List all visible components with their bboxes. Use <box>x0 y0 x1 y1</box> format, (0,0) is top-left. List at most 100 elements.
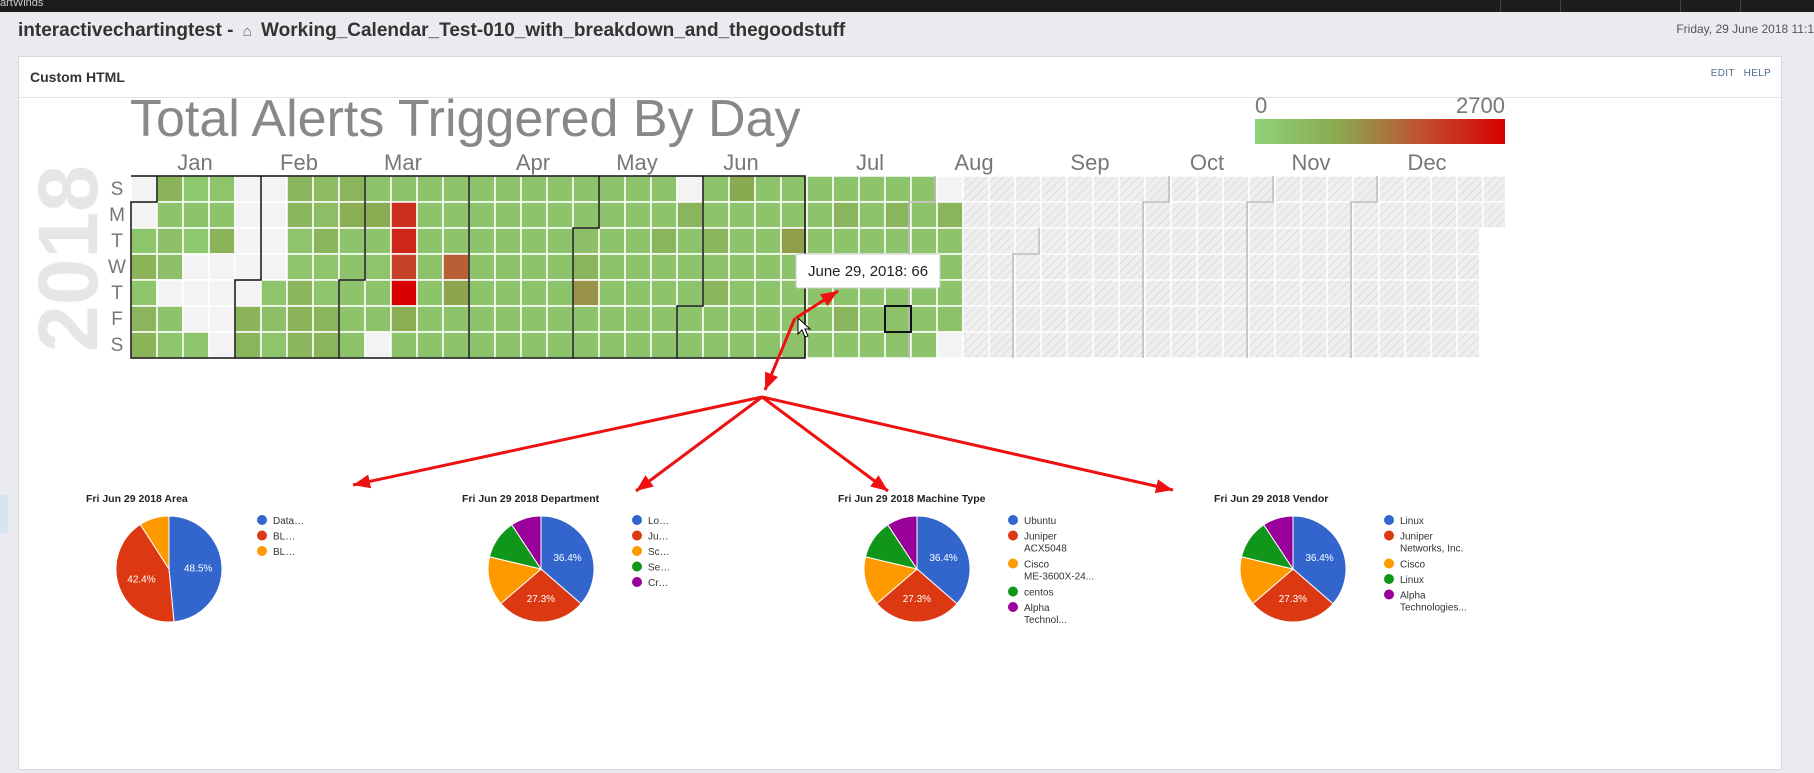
calendar-day-cell <box>936 175 964 203</box>
calendar-day-cell <box>338 175 366 203</box>
calendar-day-cell <box>520 253 548 281</box>
annotation-arrowhead <box>765 371 778 390</box>
calendar-day-cell <box>832 305 860 333</box>
calendar-day-cell <box>390 201 418 229</box>
calendar-day-cell <box>598 279 626 307</box>
calendar-day-cell <box>416 253 444 281</box>
calendar-day-cell <box>312 201 340 229</box>
legend-max-label: 2700 <box>1456 93 1505 118</box>
calendar-day-cell <box>234 253 262 281</box>
calendar-day-cell <box>676 175 704 203</box>
pie-legend-label: Cisco ME-3600X-24... <box>1024 560 1094 583</box>
calendar-day-cell <box>234 279 262 307</box>
calendar-day-cell <box>364 279 392 307</box>
pie-legend-swatch <box>257 546 267 556</box>
pie-slice-label: 36.4% <box>1305 553 1333 564</box>
future-month-boundary <box>1246 176 1274 358</box>
calendar-day-cell <box>858 227 886 255</box>
calendar-day-cell <box>312 253 340 281</box>
pie-legend-swatch <box>1008 515 1018 525</box>
pie-slice <box>863 556 919 605</box>
calendar-day-cell <box>598 305 626 333</box>
custom-html-panel: Custom HTML EDIT HELP <box>18 56 1782 770</box>
calendar-day-cell <box>728 201 756 229</box>
calendar-day-cell <box>234 331 262 359</box>
pie-legend-label: Alpha Technol... <box>1024 603 1067 626</box>
calendar-day-cell <box>884 175 912 203</box>
calendar-day-cell <box>806 227 834 255</box>
month-boundary <box>130 175 262 359</box>
month-label: Jul <box>856 150 884 175</box>
calendar-day-cell <box>442 305 470 333</box>
calendar-day-cell <box>494 227 522 255</box>
app-name[interactable]: interactivechartingtest - <box>18 20 234 41</box>
calendar-day-cell <box>156 201 184 229</box>
calendar-day-cell <box>130 331 158 359</box>
calendar-day-cell <box>754 253 782 281</box>
pie-legend-label: Data… <box>273 516 304 527</box>
pie-title: Fri Jun 29 2018 Department <box>462 493 600 505</box>
calendar-day-cell <box>884 331 912 359</box>
calendar-day-cell <box>676 331 704 359</box>
calendar-day-cell <box>650 201 678 229</box>
calendar-day-cell <box>702 227 730 255</box>
calendar-day-cell <box>520 201 548 229</box>
calendar-day-cell <box>884 305 912 333</box>
month-boundary <box>469 175 600 359</box>
calendar-day-cell <box>182 305 210 333</box>
home-icon[interactable]: ⌂ <box>242 23 252 40</box>
calendar-day-cell <box>598 201 626 229</box>
pie-legend-label: Sc… <box>648 547 670 558</box>
year-label: 2018 <box>21 165 115 352</box>
calendar-day-cell <box>156 279 184 307</box>
pie-legend-label: Ubuntu <box>1024 516 1056 527</box>
calendar-day-cell <box>832 331 860 359</box>
edit-link[interactable]: EDIT <box>1710 68 1735 79</box>
calendar-day-cell <box>780 227 808 255</box>
left-edge-tab[interactable] <box>0 495 8 533</box>
calendar-day-cell <box>390 305 418 333</box>
calendar-day-cell <box>936 201 964 229</box>
pie-legend-label: Linux <box>1400 516 1424 527</box>
calendar-day-cell <box>910 331 938 359</box>
calendar-day-cell <box>858 305 886 333</box>
calendar-day-cell <box>260 331 288 359</box>
calendar-day-cell <box>520 279 548 307</box>
pie-slice <box>168 515 223 623</box>
calendar-day-cell <box>442 201 470 229</box>
pie-legend-label: Cr… <box>648 578 669 589</box>
calendar-day-cell <box>598 227 626 255</box>
month-boundary <box>573 175 704 359</box>
calendar-day-cell <box>260 253 288 281</box>
calendar-day-cell <box>390 175 418 203</box>
calendar-day-cell <box>468 227 496 255</box>
pie-slice <box>1263 515 1294 571</box>
calendar-day-cell <box>234 305 262 333</box>
calendar-day-cell <box>572 305 600 333</box>
future-month-boundary <box>1012 228 1040 358</box>
calendar-day-cell <box>910 305 938 333</box>
calendar-day-cell <box>156 175 184 203</box>
calendar-title: Total Alerts Triggered By Day <box>130 90 801 148</box>
calendar-day-cell <box>182 279 210 307</box>
calendar-day-cell <box>494 279 522 307</box>
calendar-day-cell <box>338 331 366 359</box>
calendar-day-cell <box>702 175 730 203</box>
calendar-day-cell <box>260 305 288 333</box>
weekday-label: W <box>108 257 126 278</box>
calendar-day-cell <box>312 175 340 203</box>
calendar-day-cell <box>624 175 652 203</box>
weekday-label: T <box>111 231 123 252</box>
help-link[interactable]: HELP <box>1743 68 1771 79</box>
pie-slice <box>500 568 582 623</box>
pie-legend-label: BL… <box>273 547 295 558</box>
annotation-arrowhead <box>353 474 372 489</box>
calendar-day-cell <box>286 201 314 229</box>
calendar-day-cell <box>598 331 626 359</box>
calendar-day-cell <box>338 227 366 255</box>
calendar-day-cell <box>650 305 678 333</box>
calendar-day-cell <box>702 305 730 333</box>
calendar-day-cell <box>156 227 184 255</box>
calendar-day-cell <box>754 331 782 359</box>
pie-slice <box>916 515 971 605</box>
